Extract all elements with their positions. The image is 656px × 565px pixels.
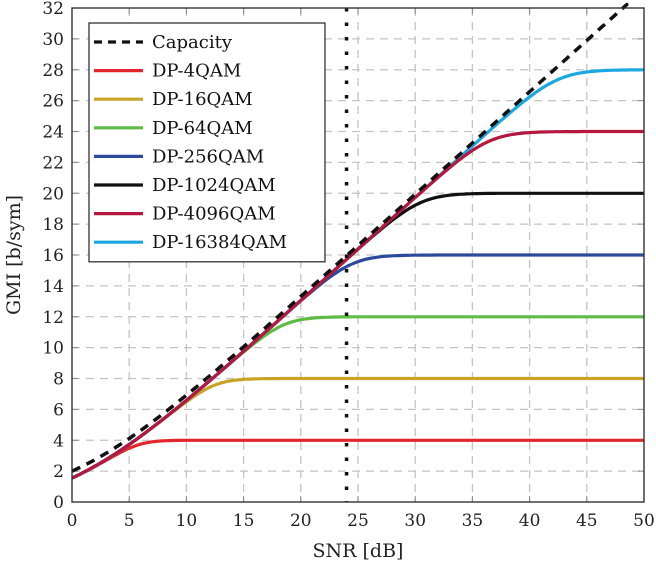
y-tick-label: 14 [42,277,64,297]
legend-label: DP-16384QAM [152,232,287,253]
y-tick-label: 20 [42,184,64,204]
series-line-dp-4qam [71,438,644,480]
y-tick-label: 6 [53,400,64,420]
x-tick-label: 40 [519,511,541,531]
series-line-capacity [71,2,629,473]
y-tick-label: 8 [53,370,64,390]
x-tick-label: 20 [290,511,312,531]
x-tick-label: 30 [404,511,426,531]
x-tick-label: 50 [633,511,655,531]
y-tick-label: 26 [42,92,64,112]
x-tick-label: 0 [67,511,78,531]
legend-label: DP-64QAM [152,118,253,139]
y-tick-label: 32 [42,0,64,19]
y-tick-label: 12 [42,308,64,328]
legend-label: Capacity [152,32,233,53]
legend-label: DP-4096QAM [152,204,276,225]
legend-box [88,22,326,263]
y-tick-label: 28 [42,61,64,81]
y-tick-label: 30 [42,30,64,50]
x-tick-label: 10 [176,511,198,531]
legend-label: DP-256QAM [152,146,264,167]
plot-frame [71,7,645,503]
series-group [71,2,644,480]
y-tick-label: 18 [42,215,64,235]
legend: Capacity DP-4QAM DP-16QAM DP-64QAM DP-256QAM… [88,22,326,263]
legend-label: DP-16QAM [152,89,253,110]
x-tick-label: 15 [233,511,255,531]
y-tick-label: 2 [53,462,64,482]
x-tick-label: 35 [462,511,484,531]
x-tick-label: 25 [347,511,369,531]
x-axis-label: SNR [dB] [313,540,404,562]
y-tick-label: 4 [53,431,64,451]
y-tick-label: 22 [42,153,64,173]
x-tick-label: 45 [576,511,598,531]
series-line-dp-4096qam [71,129,644,480]
series-line-dp-64qam [71,315,644,480]
y-tick-label: 0 [53,493,64,513]
y-axis-label: GMI [b/sym] [3,195,25,315]
legend-label: DP-4QAM [152,61,241,82]
y-tick-label: 16 [42,246,64,266]
y-tick-label: 24 [42,123,64,143]
legend-label: DP-1024QAM [152,175,276,196]
x-tick-label: 5 [124,511,135,531]
y-tick-label: 10 [42,339,64,359]
x-tick-labels: 0 5 10 15 20 25 30 35 40 45 50 [67,511,655,531]
